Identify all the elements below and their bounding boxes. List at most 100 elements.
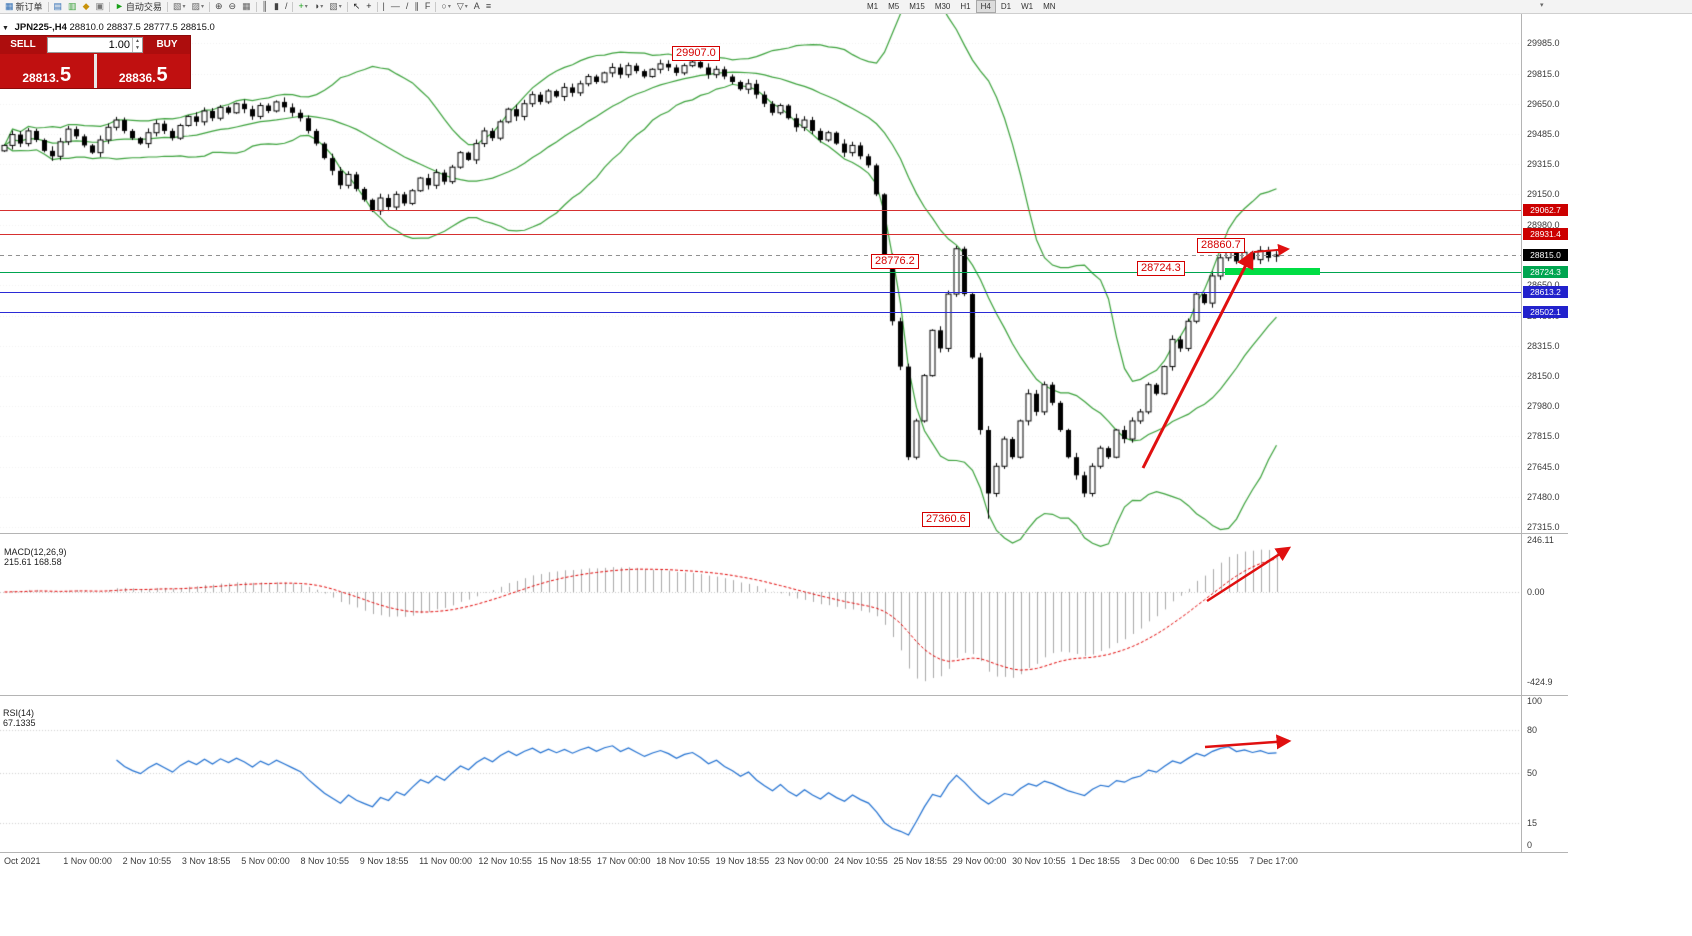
shapes-icon-caret[interactable]: ▾ — [447, 4, 451, 10]
time-axis-label: 3 Dec 00:00 — [1130, 856, 1180, 866]
tf-button-w1[interactable]: W1 — [1021, 2, 1034, 11]
tf-button-m15[interactable]: M15 — [909, 2, 925, 11]
time-axis-label: 3 Nov 18:55 — [181, 856, 231, 866]
data-window-icon[interactable]: ▥ — [65, 0, 80, 13]
cursor-icon[interactable]: ↖ — [350, 0, 364, 13]
arrows-icon[interactable]: ▽ ▾ — [454, 0, 471, 13]
shapes-icon[interactable]: ○ ▾ — [438, 0, 453, 13]
channel-icon: ∥ — [414, 1, 419, 11]
macd-panel-separator[interactable] — [0, 533, 1568, 534]
fibonacci-icon[interactable]: F — [422, 0, 434, 13]
profiles-icon: ▨ — [191, 1, 200, 11]
new-chart-icon: ▧ — [172, 1, 182, 11]
zoom-out-icon[interactable]: ⊖ — [226, 0, 240, 13]
buy-price[interactable]: 28836. 5 — [97, 54, 191, 88]
terminal-icon[interactable]: ▣ — [92, 0, 107, 13]
arrows-icon-caret[interactable]: ▾ — [464, 4, 468, 10]
periods-icon[interactable]: ◑ ▾ — [311, 0, 326, 13]
rsi-axis-label: 100 — [1527, 696, 1543, 706]
rsi-axis-label: 15 — [1527, 818, 1538, 828]
vertical-line-icon[interactable]: | — [380, 0, 388, 13]
market-watch-icon: ▤ — [53, 1, 63, 11]
horizontal-line-icon: — — [390, 1, 400, 11]
text-icon[interactable]: A — [471, 0, 483, 13]
new-chart-icon[interactable]: ▧ ▾ — [170, 0, 189, 13]
rsi-axis-label: 80 — [1527, 725, 1538, 735]
tf-button-m1[interactable]: M1 — [867, 2, 879, 11]
tile-windows-icon[interactable]: ▦ — [239, 0, 254, 13]
new-order-button[interactable]: ▦ 新订单 — [2, 0, 46, 13]
tf-button-h4[interactable]: H4 — [975, 0, 996, 13]
tf-button-m30[interactable]: M30 — [934, 2, 951, 11]
time-axis-label: 6 Dec 10:55 — [1190, 856, 1239, 866]
time-axis-label: 19 Nov 18:55 — [715, 856, 770, 866]
rsi-axis-label: 0 — [1527, 840, 1533, 850]
quote-panel-collapse-icon[interactable]: ▼ — [2, 25, 9, 32]
line-chart-icon: / — [284, 1, 288, 11]
templates-icon[interactable]: ▧ ▾ — [326, 0, 345, 13]
grid-icon[interactable]: ≡ — [483, 0, 494, 13]
time-axis-label: 30 Nov 10:55 — [1012, 856, 1066, 866]
buy-button[interactable]: BUY — [144, 36, 190, 54]
volume-up-icon[interactable]: ▲ — [135, 38, 140, 44]
toolbar-separator — [166, 1, 168, 12]
profiles-icon-caret[interactable]: ▾ — [200, 4, 204, 10]
sell-price[interactable]: 28813. 5 — [0, 54, 94, 88]
price-axis-label: 28650.0 — [1527, 280, 1560, 290]
rsi-axis-label: 50 — [1527, 768, 1538, 778]
price-axis-label: 27815.0 — [1527, 431, 1560, 441]
new-order-button: ▦ — [5, 1, 14, 11]
cursor-icon: ↖ — [352, 1, 361, 11]
tf-button-m5[interactable]: M5 — [888, 2, 900, 11]
crosshair-icon[interactable]: + — [363, 0, 374, 13]
sell-button[interactable]: SELL — [0, 36, 46, 54]
price-axis-border — [1521, 14, 1522, 852]
channel-icon[interactable]: ∥ — [411, 0, 422, 13]
price-axis-label: 27480.0 — [1527, 492, 1560, 502]
macd-axis-label: -424.9 — [1527, 677, 1553, 687]
time-axis-label: 9 Nov 18:55 — [359, 856, 409, 866]
templates-icon-caret[interactable]: ▾ — [338, 4, 342, 10]
grid-icon: ≡ — [485, 1, 492, 11]
rsi-indicator-label: RSI(14) 67.1335 — [0, 698, 36, 738]
tf-button-mn[interactable]: MN — [1043, 2, 1056, 11]
buy-price-big-digit: 5 — [156, 64, 168, 86]
indicators-icon[interactable]: + ▾ — [295, 0, 310, 13]
timeframe-toolbar: M1 M5 M15 M30 H1 H4 D1 W1 MN — [862, 0, 1061, 13]
trendline-icon[interactable]: / — [403, 0, 412, 13]
profiles-icon[interactable]: ▨ ▾ — [188, 0, 207, 13]
time-axis-label: 5 Nov 00:00 — [241, 856, 290, 866]
tf-button-h1[interactable]: H1 — [960, 2, 971, 11]
vertical-line-icon: | — [382, 1, 385, 11]
periods-icon-caret[interactable]: ▾ — [320, 4, 324, 10]
time-axis-label: 29 Nov 00:00 — [952, 856, 1007, 866]
indicators-icon-caret[interactable]: ▾ — [304, 4, 308, 10]
time-axis-label: 2 Nov 10:55 — [122, 856, 172, 866]
autotrading-button[interactable]: ► 自动交易 — [112, 0, 165, 13]
zoom-out-icon: ⊖ — [228, 1, 237, 11]
shapes-icon: ○ — [441, 1, 447, 11]
toolbar-overflow-icon[interactable]: ▾ — [1540, 2, 1544, 9]
toolbar-separator — [209, 1, 210, 12]
market-watch-icon[interactable]: ▤ — [51, 0, 66, 13]
volume-value[interactable]: 1.00 — [108, 39, 130, 51]
horizontal-line-icon[interactable]: — — [388, 0, 403, 13]
tf-button-d1[interactable]: D1 — [1000, 2, 1012, 11]
macd-indicator-label: MACD(12,26,9) 215.61 168.58 — [0, 537, 67, 577]
navigator-icon[interactable]: ◆ — [80, 0, 93, 13]
volume-field[interactable]: 1.00 ▲ ▼ — [47, 37, 143, 53]
price-axis-label: 28980.0 — [1527, 220, 1560, 230]
time-axis-label: 18 Nov 10:55 — [656, 856, 710, 866]
rsi-panel-separator[interactable] — [0, 695, 1568, 696]
bar-chart-icon[interactable]: ║ — [259, 0, 271, 13]
price-axis-label: 28480.0 — [1527, 311, 1560, 321]
periods-icon: ◑ — [313, 1, 320, 11]
navigator-icon: ◆ — [82, 1, 90, 11]
new-chart-icon-caret[interactable]: ▾ — [182, 4, 186, 10]
line-chart-icon[interactable]: / — [282, 0, 291, 13]
time-axis-label: 17 Nov 00:00 — [597, 856, 651, 866]
chart-surface[interactable] — [0, 14, 1523, 852]
volume-down-icon[interactable]: ▼ — [135, 45, 140, 51]
candlestick-chart-icon[interactable]: ▮ — [271, 0, 282, 13]
zoom-in-icon[interactable]: ⊕ — [212, 0, 226, 13]
